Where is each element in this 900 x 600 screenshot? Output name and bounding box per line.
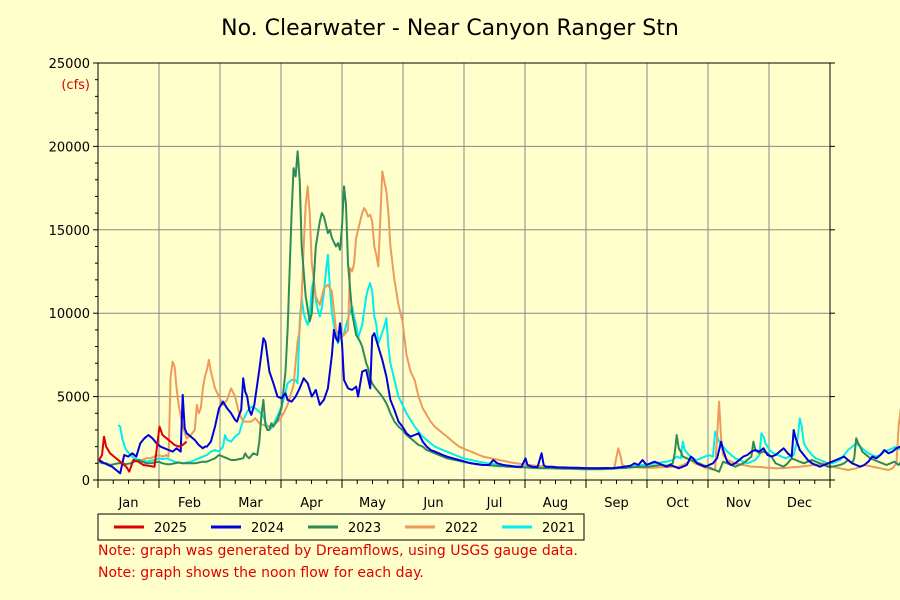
legend-label-2025: 2025 bbox=[154, 521, 187, 536]
legend-label-2023: 2023 bbox=[348, 521, 381, 536]
y-tick-label-0: 0 bbox=[82, 474, 90, 489]
x-tick-label-jun: Jun bbox=[422, 496, 443, 511]
note-noon-flow: Note: graph shows the noon flow for each… bbox=[98, 565, 424, 581]
series-line-2022 bbox=[137, 170, 900, 471]
x-tick-label-may: May bbox=[359, 496, 386, 511]
x-tick-label-jul: Jul bbox=[486, 496, 503, 511]
x-tick-label-nov: Nov bbox=[726, 496, 752, 511]
x-tick-label-sep: Sep bbox=[604, 496, 629, 511]
y-axis-unit: (cfs) bbox=[61, 78, 90, 93]
y-tick-label-15000: 15000 bbox=[49, 224, 90, 239]
x-tick-label-apr: Apr bbox=[300, 496, 323, 511]
note-dreamflows: Note: graph was generated by Dreamflows,… bbox=[98, 543, 578, 559]
legend: 2025 2024 2023 2022 2021 bbox=[97, 513, 585, 541]
legend-label-2021: 2021 bbox=[542, 521, 575, 536]
y-tick-label-5000: 5000 bbox=[57, 391, 90, 406]
series-line-2025 bbox=[98, 425, 188, 473]
x-tick-label-dec: Dec bbox=[787, 496, 812, 511]
y-tick-label-25000: 25000 bbox=[49, 57, 90, 72]
series-line-2024 bbox=[98, 322, 900, 475]
legend-label-2024: 2024 bbox=[251, 521, 284, 536]
y-tick-label-20000: 20000 bbox=[49, 140, 90, 155]
x-tick-label-jan: Jan bbox=[117, 496, 138, 511]
y-tick-label-10000: 10000 bbox=[49, 307, 90, 322]
legend-label-2022: 2022 bbox=[445, 521, 478, 536]
x-tick-label-feb: Feb bbox=[178, 496, 201, 511]
x-tick-label-oct: Oct bbox=[666, 496, 688, 511]
x-tick-label-aug: Aug bbox=[543, 496, 568, 511]
x-tick-label-mar: Mar bbox=[238, 496, 263, 511]
chart-title: No. Clearwater - Near Canyon Ranger Stn bbox=[221, 16, 679, 41]
